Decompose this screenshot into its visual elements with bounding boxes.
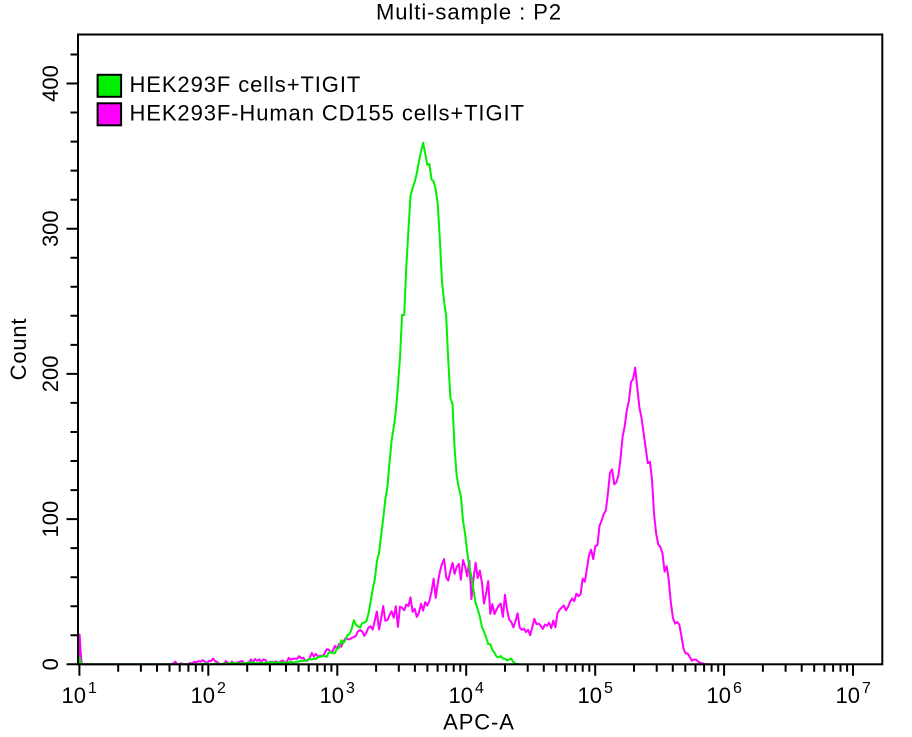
svg-text:4: 4 [475, 680, 484, 697]
svg-text:7: 7 [862, 680, 871, 697]
svg-text:5: 5 [604, 680, 613, 697]
svg-text:0: 0 [38, 658, 63, 670]
svg-text:HEK293F cells+TIGIT: HEK293F cells+TIGIT [130, 72, 362, 97]
svg-text:300: 300 [38, 210, 63, 247]
svg-text:10: 10 [320, 683, 344, 708]
svg-text:400: 400 [38, 65, 63, 102]
svg-text:10: 10 [191, 683, 215, 708]
svg-text:10: 10 [578, 683, 602, 708]
svg-text:10: 10 [62, 683, 86, 708]
svg-text:3: 3 [346, 680, 355, 697]
svg-text:10: 10 [836, 683, 860, 708]
svg-text:200: 200 [38, 356, 63, 393]
svg-text:HEK293F-Human CD155 cells+TIGI: HEK293F-Human CD155 cells+TIGIT [130, 101, 525, 126]
svg-text:100: 100 [38, 501, 63, 538]
svg-text:Multi-sample : P2: Multi-sample : P2 [376, 0, 562, 25]
svg-text:2: 2 [217, 680, 226, 697]
svg-text:1: 1 [88, 680, 97, 697]
svg-text:10: 10 [449, 683, 473, 708]
svg-text:APC-A: APC-A [443, 710, 515, 735]
svg-text:6: 6 [733, 680, 742, 697]
svg-text:10: 10 [707, 683, 731, 708]
svg-text:Count: Count [6, 318, 31, 381]
